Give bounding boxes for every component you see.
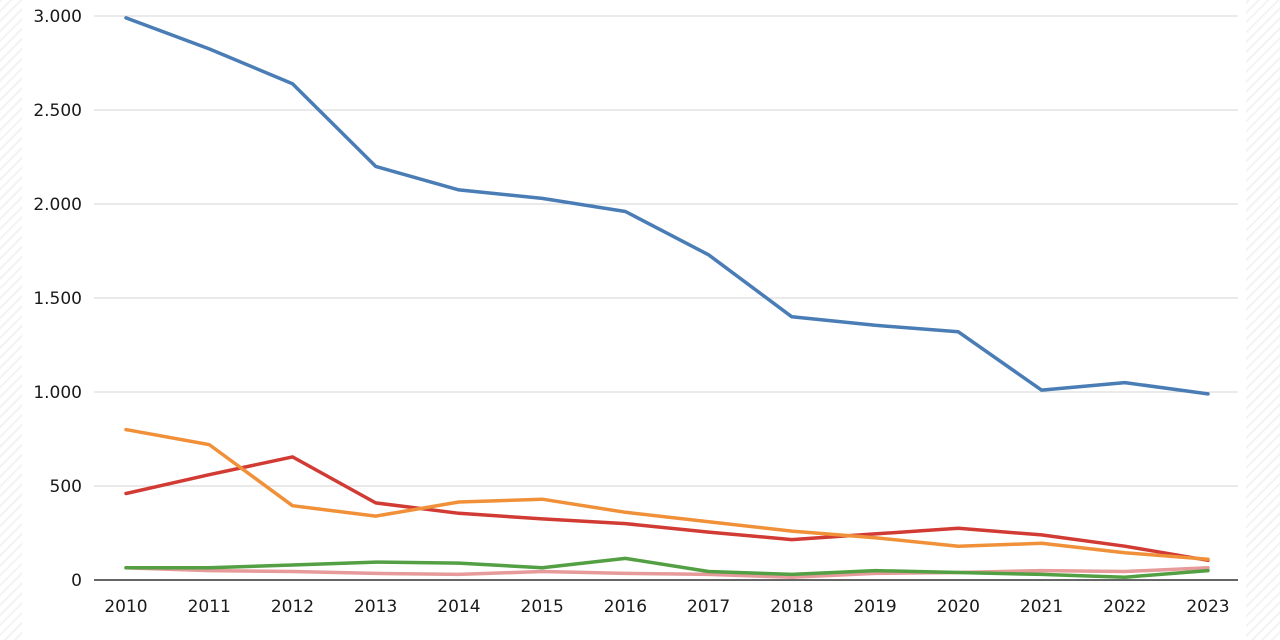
y-tick-label: 2.500 <box>33 101 82 121</box>
y-tick-label: 500 <box>50 477 82 497</box>
series-line-5 <box>124 566 1210 579</box>
chart-panel: 0 500 1.000 1.500 2.000 2.500 3.000 2010 2011 20… <box>22 0 1246 640</box>
x-axis-ticks: 2010 2011 2012 2013 2014 2015 2016 2017 2018 2019… <box>104 597 1229 617</box>
x-tick-label: 2011 <box>188 597 231 617</box>
x-tick-label: 2021 <box>1020 597 1063 617</box>
x-tick-label: 2012 <box>271 597 314 617</box>
y-tick-label: 1.000 <box>33 383 82 403</box>
gridlines <box>94 15 1238 487</box>
series-line-1 <box>124 16 1210 396</box>
series-line-2 <box>124 427 1210 562</box>
y-axis-ticks: 0 500 1.000 1.500 2.000 2.500 3.000 <box>33 7 82 591</box>
series-line-4 <box>124 556 1210 579</box>
y-tick-label: 3.000 <box>33 7 82 27</box>
x-tick-label: 2020 <box>937 597 980 617</box>
x-tick-label: 2022 <box>1103 597 1146 617</box>
x-tick-label: 2010 <box>104 597 147 617</box>
x-tick-label: 2019 <box>853 597 896 617</box>
y-tick-label: 1.500 <box>33 289 82 309</box>
x-tick-label: 2016 <box>604 597 647 617</box>
x-tick-label: 2015 <box>521 597 564 617</box>
series-line-3 <box>124 455 1210 563</box>
y-tick-label: 2.000 <box>33 195 82 215</box>
x-tick-label: 2014 <box>437 597 480 617</box>
x-tick-label: 2018 <box>770 597 813 617</box>
y-tick-label: 0 <box>71 571 82 591</box>
x-tick-label: 2013 <box>354 597 397 617</box>
x-tick-label: 2023 <box>1186 597 1229 617</box>
x-tick-label: 2017 <box>687 597 730 617</box>
series-group <box>124 16 1210 579</box>
